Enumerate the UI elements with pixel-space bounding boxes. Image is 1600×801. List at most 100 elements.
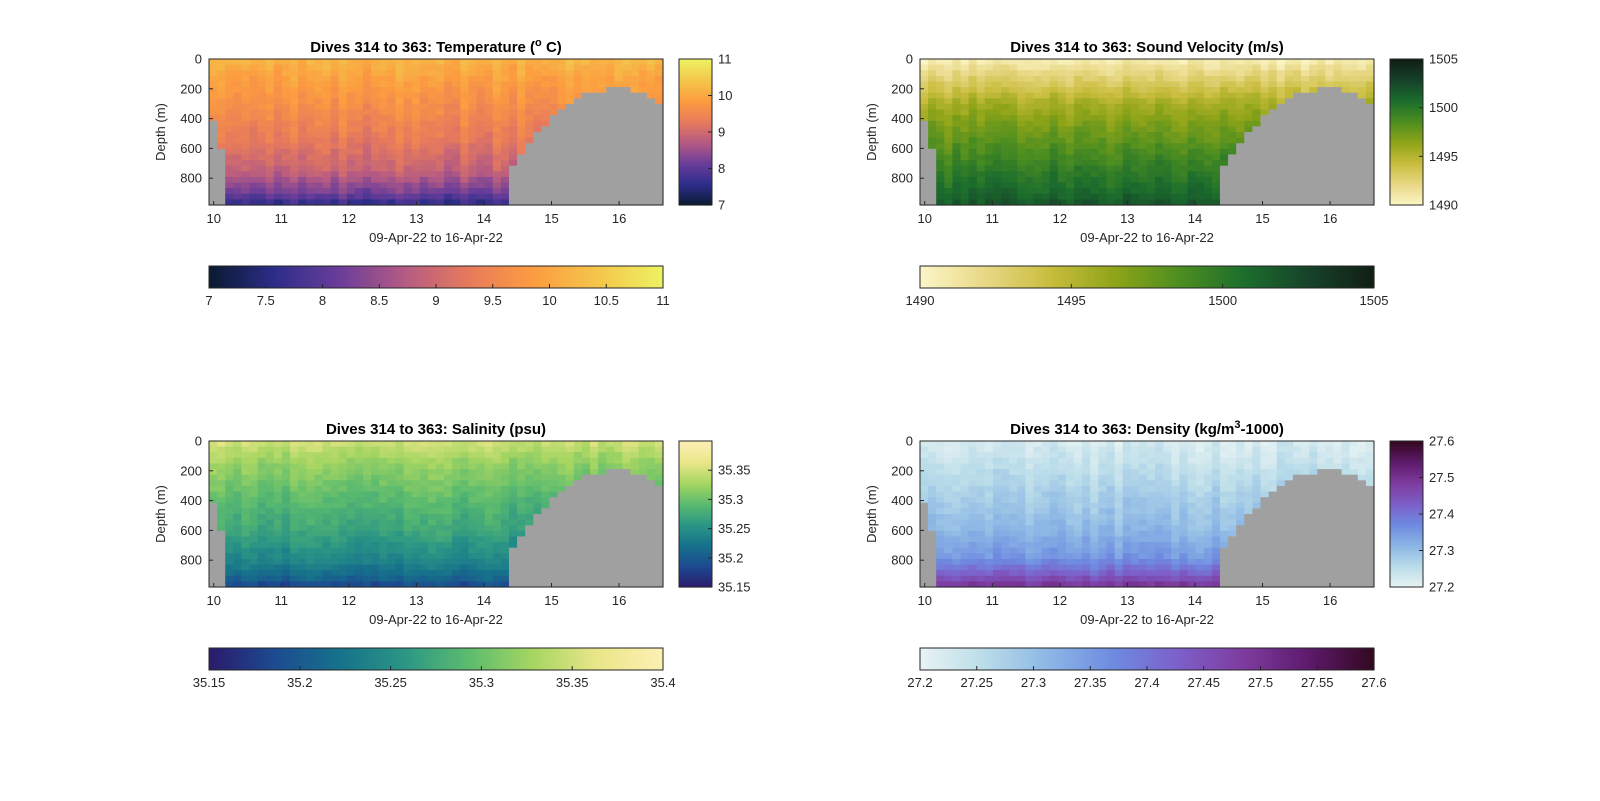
heatmap-cell [646, 171, 656, 178]
heatmap-cell [492, 553, 502, 560]
heatmap-cell [1057, 126, 1067, 133]
heatmap-cell [444, 485, 453, 493]
heatmap-cell [606, 474, 615, 481]
heatmap-cell [1179, 160, 1189, 167]
heatmap-cell [517, 188, 526, 195]
heatmap-cell [598, 143, 607, 150]
heatmap-cell [533, 160, 542, 167]
heatmap-cell [646, 558, 656, 566]
heatmap-cell [557, 182, 567, 189]
heatmap-cell [411, 547, 421, 554]
heatmap-cell [1090, 64, 1099, 71]
heatmap-cell [371, 165, 380, 172]
heatmap-cell [549, 148, 559, 156]
heatmap-cell [590, 519, 599, 526]
colorbar-swatch [621, 266, 626, 288]
heatmap-cell [638, 581, 648, 588]
heatmap-cell [290, 148, 299, 156]
heatmap-cell [1049, 160, 1059, 167]
heatmap-cell [646, 469, 656, 476]
heatmap-cell [573, 143, 583, 150]
heatmap-cell [379, 502, 388, 509]
heatmap-cell [1033, 115, 1043, 122]
heatmap-cell [541, 525, 551, 532]
heatmap-cell [549, 188, 559, 195]
heatmap-cell [427, 193, 437, 200]
heatmap-cell [581, 137, 591, 144]
heatmap-cell [281, 70, 291, 77]
heatmap-cell [920, 92, 929, 99]
heatmap-cell [541, 160, 551, 167]
heatmap-cell [541, 502, 551, 509]
heatmap-cell [968, 182, 978, 189]
heatmap-cell [306, 530, 315, 538]
heatmap-cell [354, 87, 364, 94]
chart-title: Dives 314 to 363: Sound Velocity (m/s) [1010, 39, 1283, 56]
heatmap-cell [960, 182, 970, 189]
colorbar-swatch [420, 266, 426, 288]
heatmap-cell [387, 457, 397, 465]
heatmap-cell [1122, 143, 1132, 150]
heatmap-cell [290, 115, 299, 122]
heatmap-cell [281, 64, 291, 71]
heatmap-cell [968, 103, 978, 111]
heatmap-cell [346, 452, 356, 459]
heatmap-cell [346, 485, 356, 493]
heatmap-cell [217, 132, 226, 139]
heatmap-cell [1065, 154, 1075, 161]
heatmap-cell [1122, 59, 1132, 66]
heatmap-cell [265, 109, 275, 116]
heatmap-cell [1122, 171, 1132, 178]
heatmap-cell [403, 547, 413, 554]
heatmap-cell [1203, 193, 1213, 200]
heatmap-cell [225, 132, 234, 139]
colorbar-swatch [303, 266, 308, 288]
heatmap-cell [290, 87, 299, 94]
heatmap-cell [500, 441, 510, 448]
heatmap-cell [1284, 160, 1294, 167]
heatmap-cell [1195, 87, 1205, 94]
heatmap-cell [508, 120, 518, 127]
heatmap-cell [598, 553, 607, 560]
heatmap-cell [460, 575, 470, 582]
heatmap-cell [1171, 188, 1181, 195]
heatmap-cell [330, 154, 340, 161]
heatmap-cell [241, 87, 251, 94]
heatmap-cell [484, 154, 494, 161]
heatmap-cell [322, 564, 332, 571]
heatmap-cell [1325, 137, 1335, 144]
heatmap-cell [233, 514, 243, 521]
heatmap-cell [306, 480, 315, 487]
heatmap-cell [452, 581, 461, 588]
heatmap-cell [1138, 120, 1148, 127]
heatmap-cell [565, 581, 575, 588]
heatmap-cell [1001, 115, 1010, 122]
heatmap-cell [976, 98, 986, 105]
heatmap-cell [1025, 160, 1035, 167]
heatmap-cell [614, 519, 624, 526]
colorbar-swatch [477, 266, 482, 288]
heatmap-cell [314, 160, 324, 167]
heatmap-cell [379, 87, 388, 94]
heatmap-cell [395, 165, 405, 172]
heatmap-cell [1268, 171, 1278, 178]
heatmap-cell [1082, 132, 1091, 139]
heatmap-cell [654, 176, 664, 184]
heatmap-cell [1065, 92, 1075, 99]
heatmap-cell [249, 558, 259, 566]
heatmap-cell [533, 115, 542, 122]
heatmap-cell [371, 519, 380, 526]
heatmap-cell [379, 188, 388, 195]
heatmap-cell [281, 87, 291, 94]
heatmap-cell [1074, 176, 1083, 184]
heatmap-cell [1033, 98, 1043, 105]
heatmap-cell [1187, 182, 1197, 189]
heatmap-cell [306, 148, 315, 156]
heatmap-cell [265, 64, 275, 71]
heatmap-cell [622, 519, 632, 526]
heatmap-cell [1211, 75, 1221, 83]
heatmap-cell [233, 570, 243, 577]
heatmap-cell [581, 530, 591, 538]
heatmap-cell [541, 452, 551, 459]
heatmap-cell [1098, 171, 1108, 178]
